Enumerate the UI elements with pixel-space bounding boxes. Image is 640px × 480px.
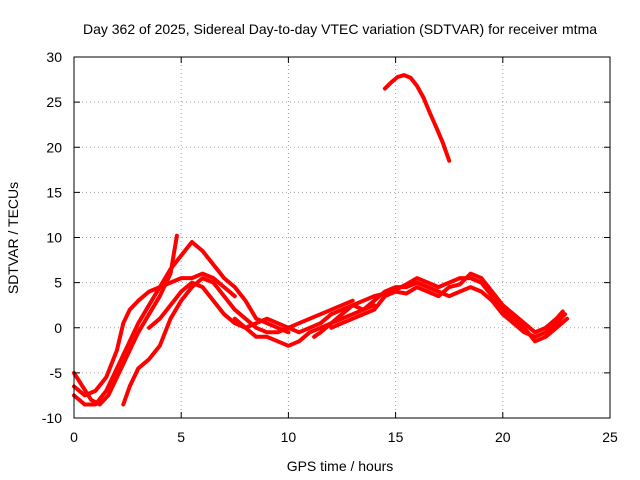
x-tick-label: 20	[495, 429, 511, 445]
y-tick-label: 0	[54, 320, 62, 336]
series-line-arc-4	[121, 276, 355, 407]
x-tick-label: 0	[70, 429, 78, 445]
grid-lines	[74, 57, 610, 418]
y-tick-label: 25	[46, 94, 62, 110]
series-line-arc-3	[72, 271, 237, 398]
y-tick-label: -5	[50, 365, 63, 381]
x-tick-label: 15	[388, 429, 404, 445]
series-line-arc-9	[382, 73, 452, 163]
series-line-arc-1	[72, 233, 179, 407]
y-tick-labels: -10 -5 0 5 10 15 20 25 30	[42, 49, 62, 426]
x-axis-label: GPS time / hours	[287, 458, 394, 474]
y-tick-label: -10	[42, 410, 62, 426]
series-layer	[72, 73, 570, 407]
series-line-arc-8	[329, 271, 565, 335]
chart-title: Day 362 of 2025, Sidereal Day-to-day VTE…	[83, 21, 597, 37]
y-axis-label: SDTVAR / TECUs	[5, 182, 21, 294]
y-tick-label: 10	[46, 230, 62, 246]
axis-ticks	[73, 56, 611, 419]
y-tick-label: 20	[46, 139, 62, 155]
x-tick-labels: 0 5 10 15 20 25	[70, 429, 618, 445]
y-tick-label: 5	[54, 275, 62, 291]
series-line-arc-2	[72, 240, 291, 407]
series-line-arc-5	[147, 280, 377, 335]
x-tick-label: 10	[281, 429, 297, 445]
y-tick-label: 30	[46, 49, 62, 65]
y-tick-label: 15	[46, 184, 62, 200]
x-tick-label: 25	[602, 429, 618, 445]
series-line-arc-7	[312, 276, 570, 344]
x-tick-label: 5	[177, 429, 185, 445]
